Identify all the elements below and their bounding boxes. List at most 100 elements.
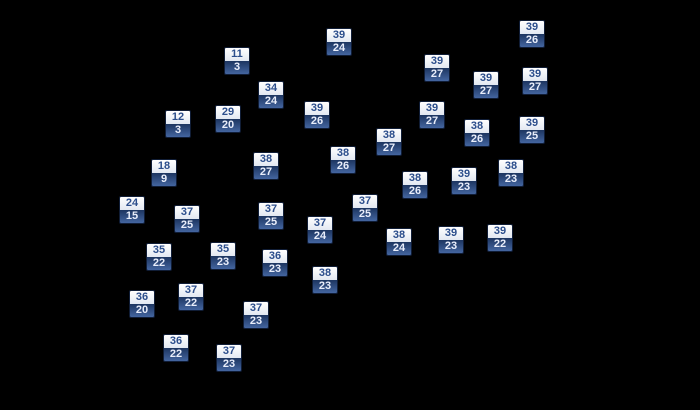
high-temperature-value: 37	[308, 217, 332, 230]
low-temperature-value: 27	[425, 68, 449, 81]
low-temperature-value: 25	[353, 208, 377, 221]
temperature-marker[interactable]: 36 22	[163, 334, 189, 362]
low-temperature-value: 27	[420, 115, 444, 128]
temperature-marker[interactable]: 38 27	[376, 128, 402, 156]
temperature-marker[interactable]: 39 27	[522, 67, 548, 95]
high-temperature-value: 12	[166, 111, 190, 124]
temperature-marker[interactable]: 38 23	[498, 159, 524, 187]
temperature-marker[interactable]: 39 25	[519, 116, 545, 144]
temperature-marker[interactable]: 24 15	[119, 196, 145, 224]
temperature-marker[interactable]: 35 23	[210, 242, 236, 270]
high-temperature-value: 35	[211, 243, 235, 256]
high-temperature-value: 39	[327, 29, 351, 42]
high-temperature-value: 37	[244, 302, 268, 315]
high-temperature-value: 36	[130, 291, 154, 304]
low-temperature-value: 23	[439, 240, 463, 253]
temperature-marker[interactable]: 38 26	[330, 146, 356, 174]
high-temperature-value: 11	[225, 48, 249, 61]
low-temperature-value: 27	[377, 142, 401, 155]
temperature-marker[interactable]: 34 24	[258, 81, 284, 109]
high-temperature-value: 38	[313, 267, 337, 280]
high-temperature-value: 37	[259, 203, 283, 216]
low-temperature-value: 22	[147, 257, 171, 270]
low-temperature-value: 23	[211, 256, 235, 269]
temperature-marker[interactable]: 38 26	[402, 171, 428, 199]
temperature-marker[interactable]: 39 27	[473, 71, 499, 99]
temperature-marker[interactable]: 29 20	[215, 105, 241, 133]
temperature-marker[interactable]: 36 20	[129, 290, 155, 318]
high-temperature-value: 38	[387, 229, 411, 242]
temperature-marker[interactable]: 38 26	[464, 119, 490, 147]
low-temperature-value: 26	[465, 133, 489, 146]
high-temperature-value: 39	[425, 55, 449, 68]
low-temperature-value: 23	[263, 263, 287, 276]
low-temperature-value: 25	[520, 130, 544, 143]
temperature-marker[interactable]: 38 27	[253, 152, 279, 180]
high-temperature-value: 39	[488, 225, 512, 238]
low-temperature-value: 25	[175, 219, 199, 232]
temperature-marker[interactable]: 37 23	[216, 344, 242, 372]
low-temperature-value: 24	[387, 242, 411, 255]
temperature-marker[interactable]: 36 23	[262, 249, 288, 277]
low-temperature-value: 23	[452, 181, 476, 194]
temperature-marker[interactable]: 39 22	[487, 224, 513, 252]
high-temperature-value: 37	[175, 206, 199, 219]
low-temperature-value: 27	[474, 85, 498, 98]
high-temperature-value: 39	[474, 72, 498, 85]
temperature-marker[interactable]: 39 23	[451, 167, 477, 195]
low-temperature-value: 9	[152, 173, 176, 186]
temperature-marker[interactable]: 38 23	[312, 266, 338, 294]
high-temperature-value: 39	[305, 102, 329, 115]
temperature-marker[interactable]: 39 26	[519, 20, 545, 48]
low-temperature-value: 23	[244, 315, 268, 328]
temperature-marker[interactable]: 39 27	[419, 101, 445, 129]
low-temperature-value: 24	[308, 230, 332, 243]
high-temperature-value: 38	[465, 120, 489, 133]
low-temperature-value: 26	[520, 34, 544, 47]
temperature-marker[interactable]: 39 26	[304, 101, 330, 129]
high-temperature-value: 39	[520, 21, 544, 34]
low-temperature-value: 23	[499, 173, 523, 186]
temperature-marker[interactable]: 37 25	[352, 194, 378, 222]
low-temperature-value: 23	[217, 358, 241, 371]
temperature-marker[interactable]: 37 24	[307, 216, 333, 244]
temperature-marker[interactable]: 37 23	[243, 301, 269, 329]
low-temperature-value: 3	[166, 124, 190, 137]
high-temperature-value: 36	[263, 250, 287, 263]
temperature-marker[interactable]: 39 23	[438, 226, 464, 254]
low-temperature-value: 22	[179, 297, 203, 310]
temperature-marker[interactable]: 38 24	[386, 228, 412, 256]
high-temperature-value: 37	[217, 345, 241, 358]
temperature-marker[interactable]: 37 25	[174, 205, 200, 233]
temperature-marker[interactable]: 37 22	[178, 283, 204, 311]
low-temperature-value: 27	[523, 81, 547, 94]
high-temperature-value: 38	[331, 147, 355, 160]
low-temperature-value: 26	[403, 185, 427, 198]
low-temperature-value: 24	[259, 95, 283, 108]
low-temperature-value: 3	[225, 61, 249, 74]
high-temperature-value: 38	[254, 153, 278, 166]
low-temperature-value: 23	[313, 280, 337, 293]
high-temperature-value: 39	[523, 68, 547, 81]
low-temperature-value: 22	[488, 238, 512, 251]
temperature-marker[interactable]: 18 9	[151, 159, 177, 187]
high-temperature-value: 24	[120, 197, 144, 210]
low-temperature-value: 22	[164, 348, 188, 361]
high-temperature-value: 39	[520, 117, 544, 130]
temperature-marker[interactable]: 39 27	[424, 54, 450, 82]
low-temperature-value: 15	[120, 210, 144, 223]
high-temperature-value: 29	[216, 106, 240, 119]
high-temperature-value: 37	[179, 284, 203, 297]
temperature-marker[interactable]: 39 24	[326, 28, 352, 56]
high-temperature-value: 39	[452, 168, 476, 181]
temperature-marker[interactable]: 12 3	[165, 110, 191, 138]
low-temperature-value: 25	[259, 216, 283, 229]
high-temperature-value: 34	[259, 82, 283, 95]
low-temperature-value: 26	[305, 115, 329, 128]
temperature-marker[interactable]: 35 22	[146, 243, 172, 271]
high-temperature-value: 35	[147, 244, 171, 257]
high-temperature-value: 38	[403, 172, 427, 185]
temperature-marker[interactable]: 11 3	[224, 47, 250, 75]
temperature-marker[interactable]: 37 25	[258, 202, 284, 230]
